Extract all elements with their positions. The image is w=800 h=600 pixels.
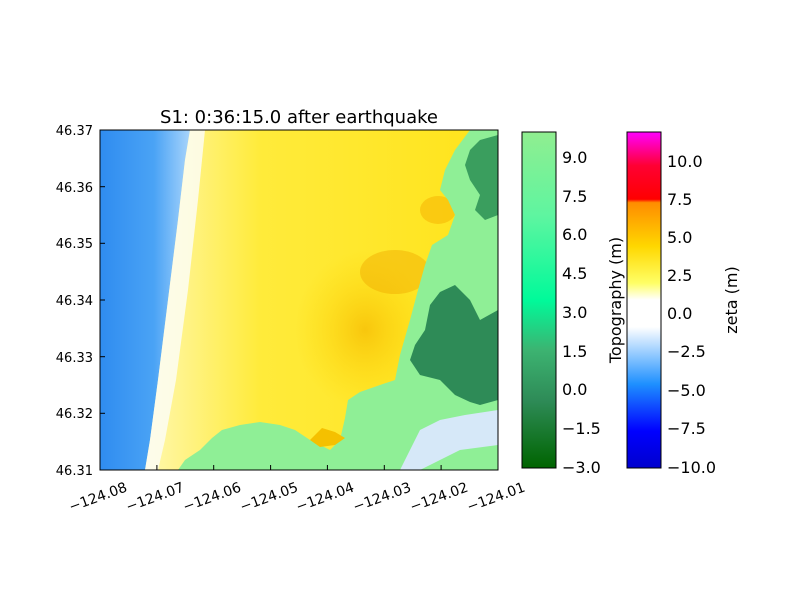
map-ocean xyxy=(100,130,190,470)
x-tick-label: −124.06 xyxy=(181,480,244,516)
y-tick-label: 46.32 xyxy=(56,407,93,422)
map-plot-area xyxy=(100,130,498,470)
y-tick-label: 46.37 xyxy=(56,124,93,139)
topography-tick: −3.0 xyxy=(562,458,601,477)
zeta-tick: 0.0 xyxy=(667,304,692,323)
zeta-tick: −2.5 xyxy=(667,342,706,361)
map-surf-zone xyxy=(145,130,205,470)
topography-tick: 1.5 xyxy=(562,342,587,361)
map-estuary xyxy=(400,410,498,470)
map-land-lowland-north xyxy=(465,135,498,220)
x-tick-label: −124.03 xyxy=(351,480,414,516)
map-land-lowland xyxy=(410,285,498,405)
topography-label: Topography (m) xyxy=(606,237,625,364)
zeta-label: zeta (m) xyxy=(722,266,741,333)
x-tick-label: −124.08 xyxy=(67,480,130,516)
map-channel xyxy=(310,428,345,447)
map-land-east xyxy=(178,130,498,470)
topography-tick: −1.5 xyxy=(562,419,601,438)
topography-tick: 6.0 xyxy=(562,225,587,244)
x-tick-label: −124.07 xyxy=(124,480,187,516)
map-inundation-peak-north xyxy=(360,250,430,294)
x-tick-label: −124.04 xyxy=(294,480,357,516)
y-tick-label: 46.33 xyxy=(56,351,93,366)
zeta-tick: −5.0 xyxy=(667,381,706,400)
topography-tick: 9.0 xyxy=(562,148,587,167)
zeta-tick: −10.0 xyxy=(667,458,716,477)
zeta-tick: −7.5 xyxy=(667,419,706,438)
zeta-tick: 5.0 xyxy=(667,228,692,247)
x-tick-label: −124.01 xyxy=(465,480,528,516)
zeta-colorbar: −10.0 −7.5 −5.0 −2.5 0.0 2.5 5.0 7.5 10.… xyxy=(626,131,741,477)
topography-tick: 0.0 xyxy=(562,380,587,399)
x-tick-label: −124.02 xyxy=(408,480,471,516)
y-axis: 46.31 46.32 46.33 46.34 46.35 46.36 46.3… xyxy=(56,124,105,479)
map-inundation-peak-bay xyxy=(420,196,456,224)
topography-tick: 4.5 xyxy=(562,264,587,283)
x-tick-label: −124.05 xyxy=(238,480,301,516)
chart-title: S1: 0:36:15.0 after earthquake xyxy=(160,107,438,128)
topography-colorbar: −3.0 −1.5 0.0 1.5 3.0 4.5 6.0 7.5 9.0 To… xyxy=(521,131,625,477)
zeta-tick: 2.5 xyxy=(667,266,692,285)
x-axis: −124.08 −124.07 −124.06 −124.05 −124.04 … xyxy=(67,465,528,516)
topography-tick: 3.0 xyxy=(562,303,587,322)
topography-tick: 7.5 xyxy=(562,187,587,206)
y-tick-label: 46.35 xyxy=(56,237,93,252)
y-tick-label: 46.36 xyxy=(56,181,93,196)
y-tick-label: 46.34 xyxy=(56,294,93,309)
zeta-tick: 10.0 xyxy=(667,152,703,171)
zeta-tick: 7.5 xyxy=(667,190,692,209)
y-tick-label: 46.31 xyxy=(56,464,93,479)
